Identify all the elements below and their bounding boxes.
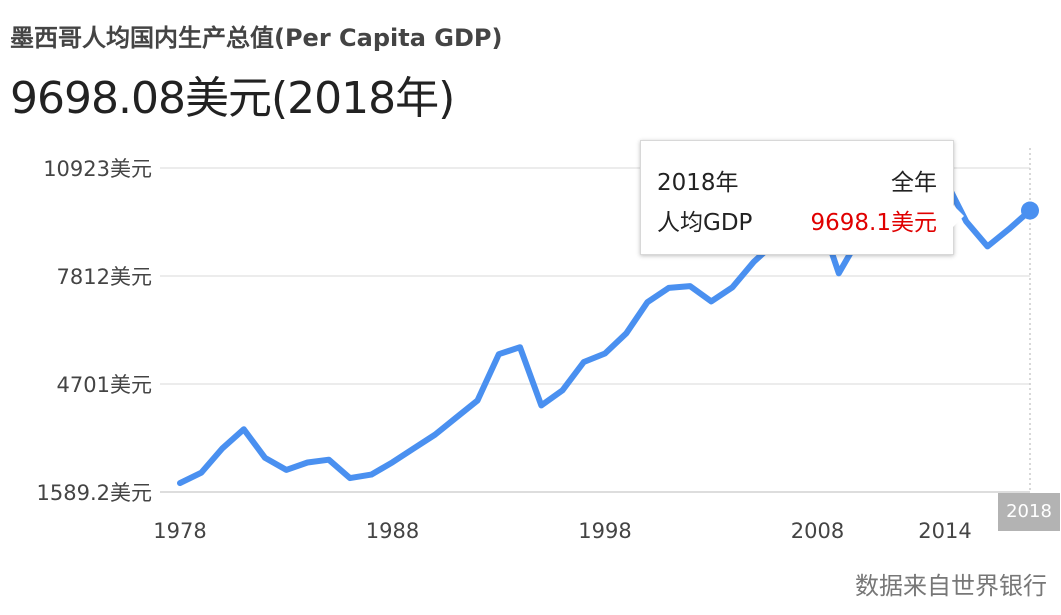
data-source: 数据来自世界银行 bbox=[855, 572, 1047, 600]
tooltip-value: 9698.1美元 bbox=[810, 210, 937, 236]
tooltip-year: 2018年 bbox=[657, 170, 739, 196]
tooltip-period: 全年 bbox=[891, 170, 937, 196]
x-tick-label: 1978 bbox=[153, 519, 206, 543]
y-tick-label: 1589.2美元 bbox=[37, 481, 152, 505]
x-axis-cursor-badge: 2018 bbox=[998, 493, 1060, 531]
y-tick-label: 7812美元 bbox=[57, 265, 152, 289]
tooltip: 2018年 全年 人均GDP 9698.1美元 bbox=[640, 140, 964, 255]
y-tick-label: 10923美元 bbox=[43, 157, 152, 181]
data-points bbox=[1021, 201, 1039, 220]
tooltip-label: 人均GDP bbox=[657, 210, 753, 236]
headline-value: 9698.08美元(2018年) bbox=[10, 73, 455, 124]
tooltip-arrow bbox=[953, 205, 964, 227]
x-tick-label: 1988 bbox=[366, 519, 419, 543]
chart-subtitle: 墨西哥人均国内生产总值(Per Capita GDP) bbox=[10, 24, 503, 52]
highlighted-data-point bbox=[1021, 201, 1039, 220]
x-tick-label: 1998 bbox=[578, 519, 631, 543]
x-axis-labels: 1978 1988 1998 2008 2014 bbox=[153, 519, 971, 543]
y-tick-label: 4701美元 bbox=[57, 373, 152, 397]
x-tick-label: 2014 bbox=[918, 519, 971, 543]
x-tick-label: 2008 bbox=[791, 519, 844, 543]
y-axis-labels: 1589.2美元 4701美元 7812美元 10923美元 bbox=[37, 157, 152, 505]
